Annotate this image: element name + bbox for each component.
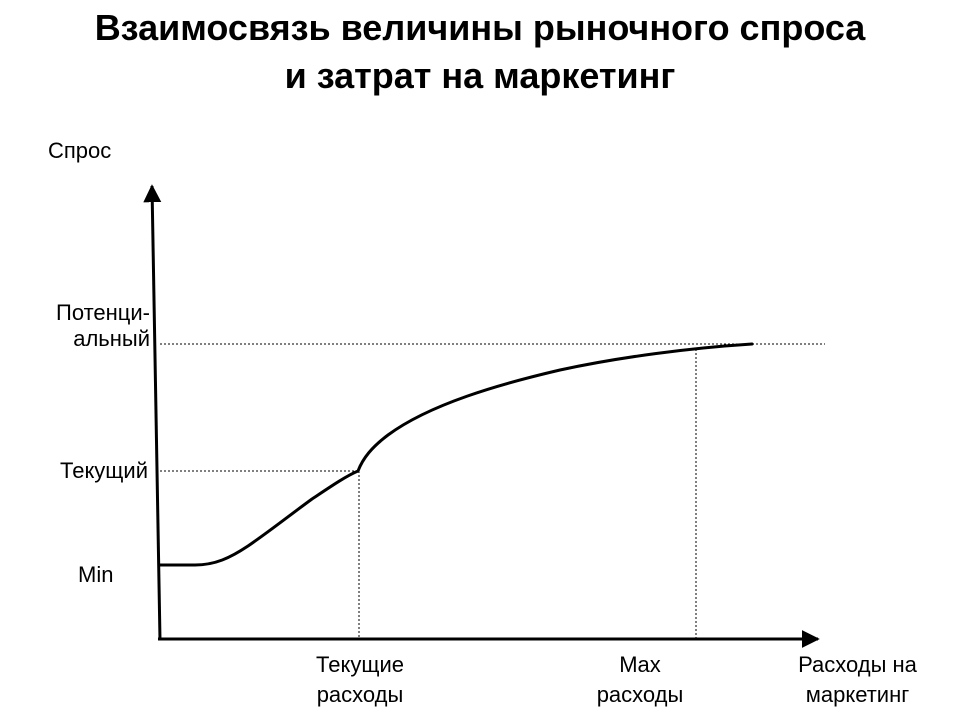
page-title: Взаимосвязь величины рыночного спроса и … xyxy=(0,4,960,100)
demand-curve xyxy=(158,342,754,567)
x-mark-label-current-spend-line2: расходы xyxy=(316,682,404,707)
level-label-potential: Потенци- альный xyxy=(56,300,150,352)
x-mark-label-max-spend: Max расходы xyxy=(540,650,740,710)
x-mark-label-max-spend-line1: Max xyxy=(619,652,661,677)
y-axis xyxy=(143,184,162,641)
x-axis-label: Расходы на маркетинг xyxy=(760,650,955,710)
y-axis-label: Спрос xyxy=(48,138,112,163)
x-mark-label-current-spend-line1: Текущие xyxy=(316,652,404,677)
level-label-min: Min xyxy=(78,562,113,588)
x-axis-label-line1: Расходы на xyxy=(798,652,917,677)
level-label-potential-line2: альный xyxy=(73,326,150,351)
level-label-potential-line1: Потенци- xyxy=(56,300,150,325)
level-label-current: Текущий xyxy=(60,458,148,484)
level-label-current-line1: Текущий xyxy=(60,458,148,483)
x-mark-label-current-spend: Текущие расходы xyxy=(250,650,470,710)
level-label-min-line1: Min xyxy=(78,562,114,587)
x-mark-label-max-spend-line2: расходы xyxy=(596,682,684,707)
title-line-2: и затрат на маркетинг xyxy=(284,55,676,96)
title-line-1: Взаимосвязь величины рыночного спроса xyxy=(94,7,866,48)
x-axis-label-line2: маркетинг xyxy=(805,682,910,707)
